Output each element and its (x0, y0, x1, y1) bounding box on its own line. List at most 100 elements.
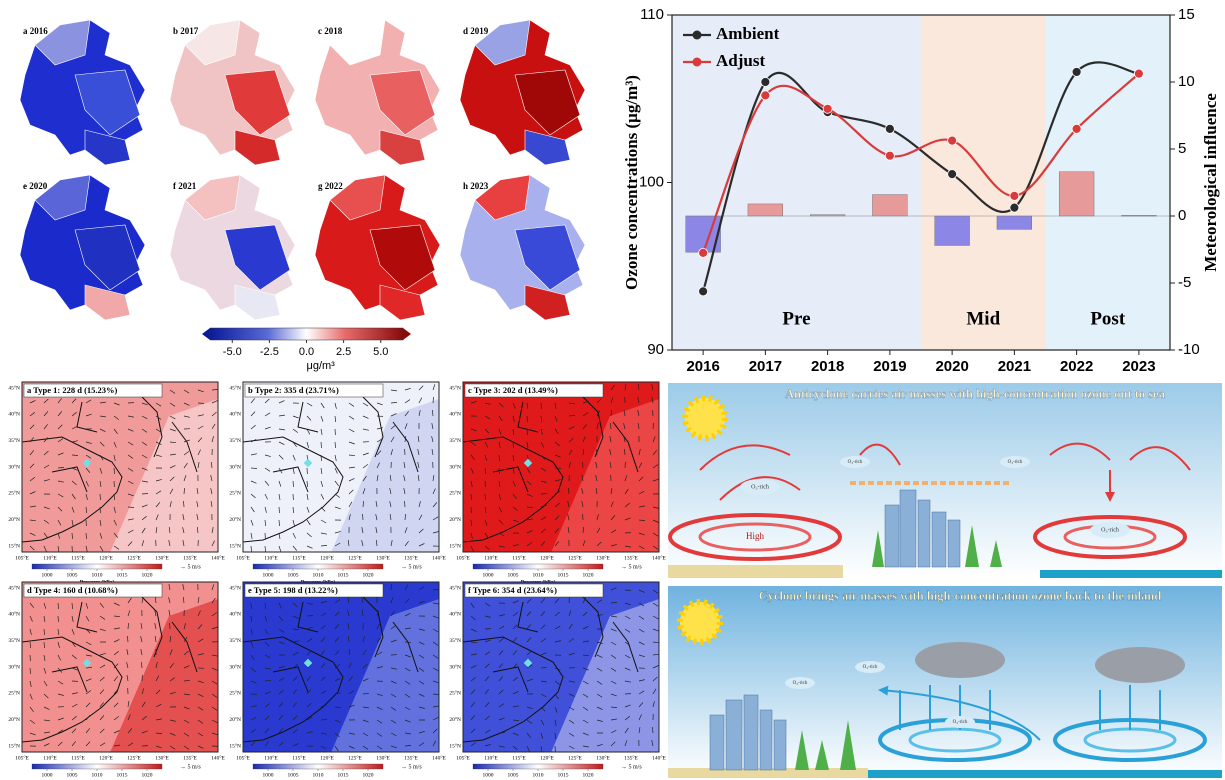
y2-tick-label: 10 (1178, 73, 1195, 90)
lat-label: 35°N (8, 437, 20, 444)
colorbar-tick-label: 0.0 (299, 346, 314, 358)
lon-label: 120°E (320, 754, 334, 761)
lon-label: 120°E (99, 754, 113, 761)
lon-label: 135°E (183, 554, 197, 561)
sun (680, 602, 720, 642)
colorbar-tick-label: 1010 (313, 572, 324, 578)
lon-label: 105°E (15, 554, 29, 561)
colorbar-tick-label: 1020 (583, 572, 594, 578)
lon-label: 110°E (264, 754, 278, 761)
colorbar-tick-label: 1015 (558, 772, 569, 778)
lat-label: 30°N (449, 463, 461, 470)
lat-label: 45°N (449, 584, 461, 591)
caption: Cyclone brings air masses with high-conc… (759, 589, 1162, 603)
lon-label: 110°E (484, 554, 498, 561)
panel-title: a Type 1: 228 d (15.23%) (27, 385, 118, 395)
lon-label: 125°E (127, 754, 141, 761)
land (668, 565, 843, 578)
sea (868, 770, 1222, 778)
point (948, 170, 957, 179)
lon-label: 110°E (484, 754, 498, 761)
lon-label: 140°E (211, 754, 225, 761)
panel-title: b Type 2: 335 d (23.71%) (248, 385, 339, 395)
period-label: Mid (966, 308, 1000, 329)
lon-label: 130°E (596, 554, 610, 561)
point (699, 287, 708, 296)
lat-label: 20°N (8, 516, 20, 523)
legend-label: Ambient (716, 24, 780, 43)
panel-label: d 2019 (463, 26, 489, 36)
ozone-tag: O₃-rich (848, 460, 863, 465)
lat-label: 35°N (449, 437, 461, 444)
point (699, 248, 708, 257)
lon-label: 140°E (432, 754, 446, 761)
caption: Anticyclone carries air masses with high… (785, 387, 1166, 401)
circulation-maps: a Type 1: 228 d (15.23%) 45°N 40°N 35°N 30°N… (8, 382, 666, 780)
lon-label: 135°E (624, 554, 638, 561)
circulation-panel: a Type 1: 228 d (15.23%)45°N40°N35°N30°N… (8, 382, 225, 585)
lon-label: 120°E (540, 754, 554, 761)
lon-label: 105°E (15, 754, 29, 761)
colorbar-end (202, 328, 210, 340)
lon-label: 115°E (512, 754, 526, 761)
panel-title: f Type 6: 354 d (23.64%) (468, 585, 557, 595)
lat-label: 25°N (449, 690, 461, 697)
lat-label: 35°N (229, 437, 241, 444)
colorbar-unit: μg/m³ (307, 360, 336, 372)
point (885, 124, 894, 133)
period-label: Pre (782, 308, 810, 329)
point (1010, 191, 1019, 200)
panel-label: a 2016 (23, 26, 48, 36)
lat-label: 30°N (229, 663, 241, 670)
y-tick-label: 100 (639, 173, 664, 190)
figure: a 2016b 2017c 2018d 2019e 2020f 2021g 20… (0, 0, 1225, 780)
x-tick-label: 2018 (811, 358, 844, 375)
panel-label: f 2021 (173, 181, 197, 191)
colorbar-tick-label: 1020 (142, 772, 153, 778)
colorbar-tick-label: 1000 (263, 772, 274, 778)
lon-label: 125°E (348, 554, 362, 561)
colorbar-tick-label: 1005 (67, 772, 78, 778)
point (823, 104, 832, 113)
lon-label: 125°E (127, 554, 141, 561)
colorbar-tick-label: 1010 (533, 772, 544, 778)
lat-label: 30°N (229, 463, 241, 470)
lon-label: 120°E (99, 554, 113, 561)
x-tick-label: 2022 (1060, 358, 1093, 375)
lon-label: 105°E (236, 754, 250, 761)
lon-label: 135°E (404, 754, 418, 761)
lon-label: 115°E (292, 554, 306, 561)
lat-label: 45°N (8, 584, 20, 591)
pressure-label: High (746, 531, 765, 541)
lat-label: 30°N (8, 663, 20, 670)
pressure-colorbar (473, 564, 603, 569)
x-tick-label: 2016 (686, 358, 719, 375)
lon-label: 140°E (652, 554, 666, 561)
panel-label: b 2017 (173, 26, 199, 36)
bar (997, 216, 1032, 229)
lat-label: 25°N (449, 490, 461, 497)
lat-label: 30°N (449, 663, 461, 670)
colorbar-tick-label: -2.5 (260, 346, 279, 358)
lat-label: 15°N (229, 742, 241, 749)
lat-label: 25°N (8, 490, 20, 497)
lat-label: 45°N (8, 384, 20, 391)
vector-key: → 5 m/s (621, 564, 642, 570)
sun (685, 398, 725, 438)
lat-label: 40°N (8, 411, 20, 418)
map-panel: d 2019 (460, 20, 585, 165)
colorbar-tick-label: 1000 (263, 572, 274, 578)
lat-label: 40°N (449, 611, 461, 618)
lon-label: 130°E (596, 754, 610, 761)
lon-label: 135°E (404, 554, 418, 561)
x-tick-label: 2020 (935, 358, 968, 375)
lon-label: 120°E (540, 554, 554, 561)
vector-key: → 5 m/s (180, 764, 201, 770)
lat-label: 35°N (229, 637, 241, 644)
legend-swatch (693, 58, 702, 67)
legend-swatch (693, 31, 702, 40)
mechanism-diagram: Anticyclone carries air masses with high… (668, 383, 1222, 778)
lon-label: 140°E (652, 754, 666, 761)
y-tick-label: 110 (640, 6, 664, 23)
bar (935, 216, 970, 245)
